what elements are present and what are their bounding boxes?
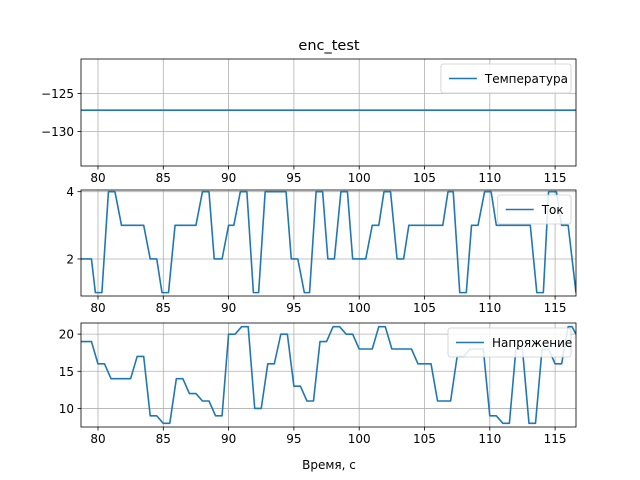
- legend-label: Температура: [484, 72, 568, 86]
- legend-label: Ток: [541, 203, 564, 217]
- legend: Ток: [497, 194, 572, 225]
- panel-3: 80 85 90 95 100 105 110 115 20 15 10 Напряжение: [59, 322, 577, 446]
- x-tick-label: 105: [413, 171, 436, 185]
- x-tick-label: 115: [544, 301, 567, 315]
- legend-box: [447, 327, 572, 358]
- x-tick-label: 90: [221, 432, 236, 446]
- axes-frame: [80, 189, 577, 297]
- series-line: [81, 325, 576, 425]
- series-line: [81, 190, 576, 294]
- x-tick-label: 100: [348, 301, 371, 315]
- legend-label: Напряжение: [492, 336, 572, 350]
- legend-box: [497, 194, 572, 225]
- x-tick-label: 85: [156, 432, 171, 446]
- y-tick-label: −130: [41, 125, 74, 139]
- x-tick-label: 110: [478, 432, 501, 446]
- y-tick-label: 2: [66, 252, 74, 266]
- x-tick-label: 100: [348, 432, 371, 446]
- y-tick-label: 4: [66, 185, 74, 199]
- x-tick-label: 80: [90, 171, 105, 185]
- x-tick-label: 105: [413, 432, 436, 446]
- legend-box: [440, 63, 572, 94]
- legend: Температура: [440, 63, 572, 94]
- x-tick-label: 85: [156, 301, 171, 315]
- x-tick-label: 90: [221, 301, 236, 315]
- x-tick-label: 90: [221, 171, 236, 185]
- x-tick-label: 105: [413, 301, 436, 315]
- x-tick-label: 80: [90, 432, 105, 446]
- x-tick-label: 95: [286, 432, 301, 446]
- legend: Напряжение: [447, 327, 572, 358]
- y-tick-label: 10: [59, 402, 74, 416]
- x-tick-label: 110: [478, 171, 501, 185]
- x-tick-label: 115: [544, 432, 567, 446]
- x-tick-label: 110: [478, 301, 501, 315]
- axes-frame: [80, 322, 577, 428]
- x-tick-label: 100: [348, 171, 371, 185]
- y-tick-label: −125: [41, 87, 74, 101]
- x-tick-label: 115: [544, 171, 567, 185]
- x-tick-label: 80: [90, 301, 105, 315]
- panel-2: 80 85 90 95 100 105 110 115 4 2 Ток: [66, 185, 577, 315]
- x-axis-label: Время, с: [302, 458, 356, 472]
- y-tick-label: 15: [59, 365, 74, 379]
- panel-1: 80 85 90 95 100 105 110 115 −125 −130 Температура: [41, 58, 577, 185]
- x-tick-label: 95: [286, 301, 301, 315]
- axes-frame: [80, 58, 577, 167]
- x-tick-label: 85: [156, 171, 171, 185]
- x-tick-label: 95: [286, 171, 301, 185]
- y-tick-label: 20: [59, 328, 74, 342]
- chart-title: enc_test: [298, 38, 359, 54]
